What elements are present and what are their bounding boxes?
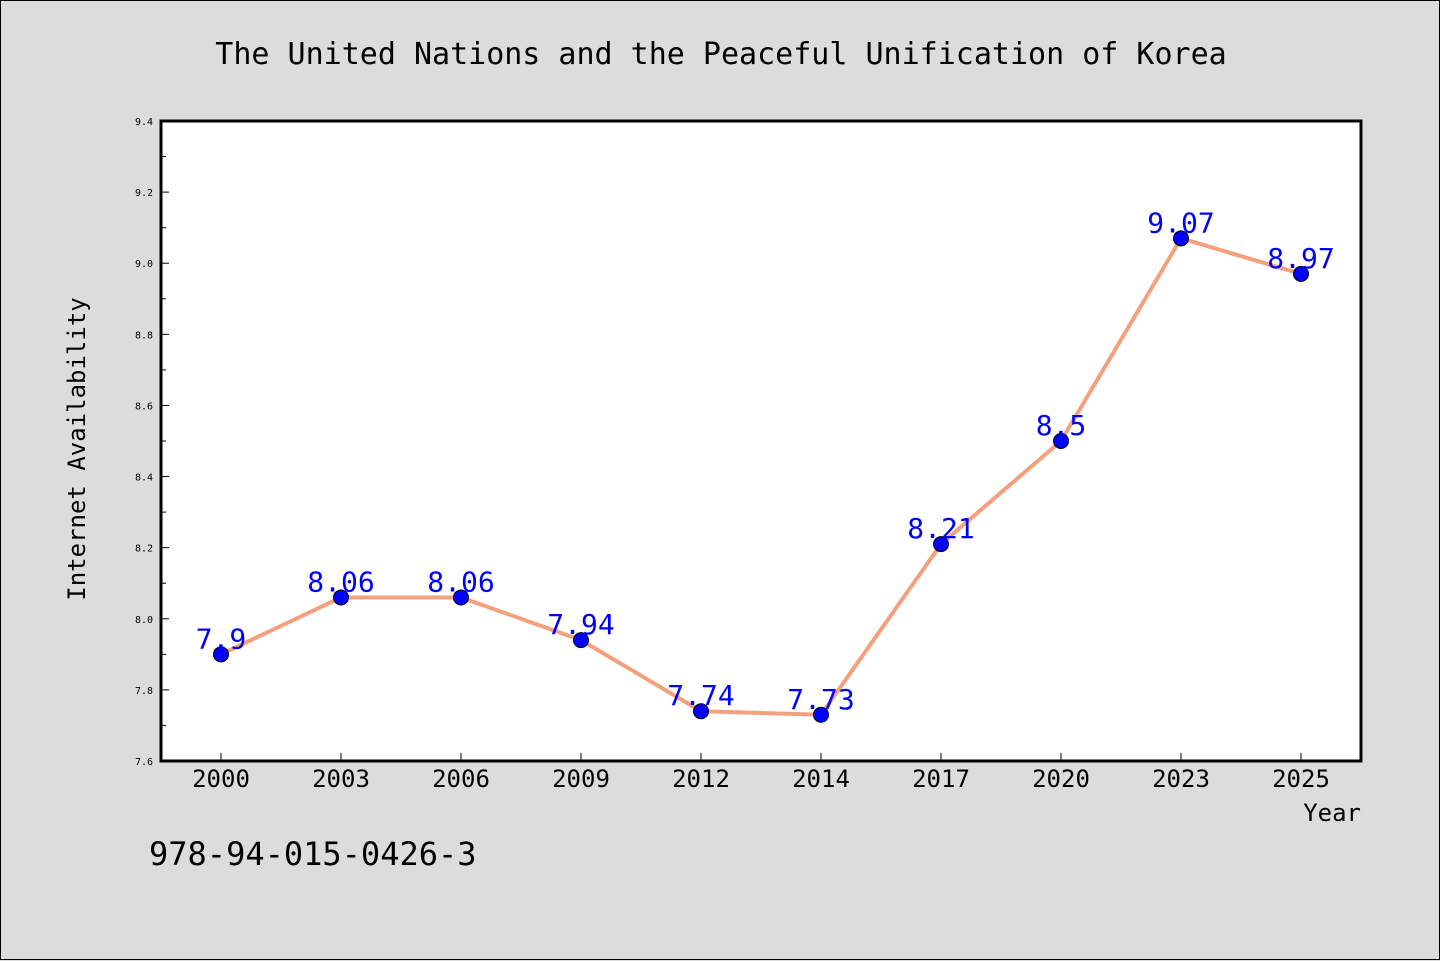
- data-label: 8.5: [1036, 409, 1087, 442]
- data-label: 7.94: [547, 608, 614, 641]
- data-point: [333, 589, 349, 606]
- x-axis: 2000 2003 2006 2009 2012 2014 2017 2020 2023 2025: [192, 753, 1330, 793]
- x-tick-label: 2020: [1032, 765, 1090, 793]
- data-point: [1173, 230, 1189, 247]
- x-tick-label: 2006: [432, 765, 490, 793]
- data-label: 8.97: [1267, 242, 1334, 275]
- data-point: [453, 589, 469, 606]
- series-line-group: 7.9 8.06 8.06 7.94 7.74 7.73 8.21 8.5 9.07 8.97: [196, 206, 1335, 723]
- data-label: 8.06: [427, 565, 494, 598]
- y-tick-label: 9.2: [135, 188, 153, 199]
- data-point: [1053, 433, 1069, 449]
- data-point: [813, 706, 829, 723]
- y-tick-label: 8.0: [135, 615, 153, 626]
- y-axis-label: Internet Availability: [63, 297, 91, 600]
- chart-title: The United Nations and the Peaceful Unif…: [215, 37, 1226, 72]
- data-label: 7.74: [667, 679, 734, 712]
- y-tick-label: 8.6: [135, 401, 153, 412]
- series-line: [220, 236, 1302, 717]
- x-tick-label: 2003: [312, 765, 370, 793]
- x-tick-label: 2014: [792, 765, 850, 793]
- y-tick-label: 9.0: [135, 259, 153, 270]
- y-tick-label: 8.4: [135, 473, 153, 484]
- y-tick-label: 7.8: [135, 686, 153, 697]
- y-axis: 7.6 7.8 8.0 8.2 8.4 8.6 8.8 9.0 9.2 9.4: [135, 117, 169, 768]
- x-axis-label: Year: [1303, 799, 1361, 827]
- data-label: 7.9: [196, 622, 247, 655]
- data-point: [573, 632, 589, 649]
- y-tick-label: 8.8: [135, 330, 153, 341]
- data-point: [1293, 265, 1309, 282]
- data-label: 8.21: [907, 512, 974, 545]
- data-point: [213, 646, 229, 663]
- x-tick-label: 2009: [552, 765, 610, 793]
- y-tick-label: 7.6: [135, 757, 153, 768]
- x-tick-label: 2025: [1272, 765, 1330, 793]
- data-label: 7.73: [787, 683, 854, 716]
- data-point: [933, 536, 949, 553]
- x-tick-label: 2000: [192, 765, 250, 793]
- x-tick-label: 2023: [1152, 765, 1210, 793]
- y-tick-label: 8.2: [135, 544, 153, 555]
- x-tick-label: 2012: [672, 765, 730, 793]
- isbn-text: 978-94-015-0426-3: [149, 835, 477, 873]
- plot-area: [159, 119, 1363, 763]
- y-tick-label: 9.4: [135, 117, 153, 128]
- x-tick-label: 2017: [912, 765, 970, 793]
- data-label: 8.06: [307, 565, 374, 598]
- data-point: [693, 703, 709, 720]
- data-label: 9.07: [1147, 206, 1214, 239]
